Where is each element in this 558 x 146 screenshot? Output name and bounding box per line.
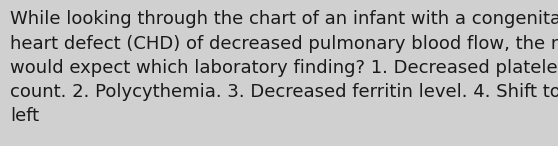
Text: While looking through the chart of an infant with a congenital
heart defect (CHD: While looking through the chart of an in… bbox=[10, 10, 558, 125]
